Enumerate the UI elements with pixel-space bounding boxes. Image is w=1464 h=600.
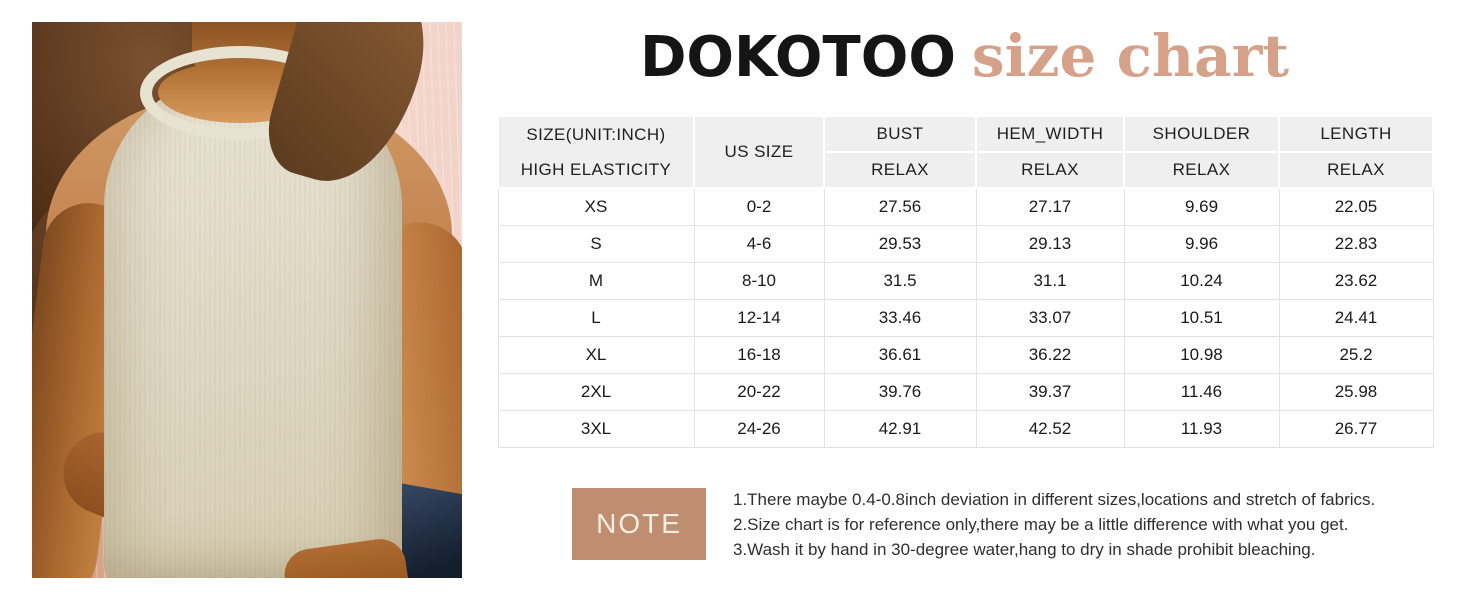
shoulder-cell: 11.93 <box>1123 410 1280 448</box>
shoulder-cell: 9.96 <box>1123 225 1280 263</box>
note-label: NOTE <box>596 508 682 539</box>
length-cell: 26.77 <box>1278 410 1434 448</box>
product-photo <box>32 22 462 578</box>
hem-width-header: HEM_WIDTH <box>975 115 1125 153</box>
shoulder-header: SHOULDER <box>1123 115 1280 153</box>
header-row-2: RELAX RELAX RELAX RELAX <box>498 151 1434 189</box>
bust-cell: 42.91 <box>823 410 977 448</box>
shoulder-cell: 9.69 <box>1123 187 1280 226</box>
shoulder-cell: 10.24 <box>1123 262 1280 300</box>
shoulder-cell: 11.46 <box>1123 373 1280 411</box>
us-size-cell: 24-26 <box>693 410 825 448</box>
shoulder-cell: 10.51 <box>1123 299 1280 337</box>
brand-name: DOKOTOO <box>639 25 956 90</box>
us-size-cell: 8-10 <box>693 262 825 300</box>
size-unit-header: SIZE(UNIT:INCH) HIGH ELASTICITY <box>497 115 695 189</box>
length-cell: 22.83 <box>1278 225 1434 263</box>
hem-width-cell: 29.13 <box>975 225 1125 263</box>
header-row-1: SIZE(UNIT:INCH) HIGH ELASTICITY US SIZE … <box>497 115 1434 189</box>
table-row: 2XL 20-22 39.76 39.37 11.46 25.98 <box>497 373 1434 411</box>
hem-relax-header: RELAX <box>975 151 1125 189</box>
bust-relax-header: RELAX <box>823 151 977 189</box>
table-row: XL 16-18 36.61 36.22 10.98 25.2 <box>497 336 1434 374</box>
page-title: DOKOTOO size chart <box>497 22 1432 90</box>
size-unit-line2: HIGH ELASTICITY <box>520 160 672 179</box>
length-relax-header: RELAX <box>1278 151 1434 189</box>
table-row: S 4-6 29.53 29.13 9.96 22.83 <box>497 225 1434 263</box>
length-cell: 24.41 <box>1278 299 1434 337</box>
us-size-header: US SIZE <box>693 115 825 189</box>
hem-width-cell: 42.52 <box>975 410 1125 448</box>
hem-width-cell: 27.17 <box>975 187 1125 226</box>
us-size-cell: 0-2 <box>693 187 825 226</box>
note-line-3: 3.Wash it by hand in 30-degree water,han… <box>733 540 1316 559</box>
us-size-cell: 4-6 <box>693 225 825 263</box>
shoulder-relax-header: RELAX <box>1123 151 1280 189</box>
us-size-cell: 12-14 <box>693 299 825 337</box>
size-cell: M <box>497 262 695 300</box>
bust-header: BUST <box>823 115 977 153</box>
note-line-1: 1.There maybe 0.4-0.8inch deviation in d… <box>733 490 1376 509</box>
bust-cell: 27.56 <box>823 187 977 226</box>
note-line-2: 2.Size chart is for reference only,there… <box>733 515 1349 534</box>
bust-cell: 29.53 <box>823 225 977 263</box>
size-unit-line1: SIZE(UNIT:INCH) <box>526 125 666 144</box>
us-size-cell: 20-22 <box>693 373 825 411</box>
size-chart-table: SIZE(UNIT:INCH) HIGH ELASTICITY US SIZE … <box>497 115 1434 448</box>
length-cell: 25.2 <box>1278 336 1434 374</box>
bust-cell: 33.46 <box>823 299 977 337</box>
length-cell: 25.98 <box>1278 373 1434 411</box>
note-text: 1.There maybe 0.4-0.8inch deviation in d… <box>733 487 1393 562</box>
bust-cell: 36.61 <box>823 336 977 374</box>
us-size-cell: 16-18 <box>693 336 825 374</box>
hem-width-cell: 31.1 <box>975 262 1125 300</box>
table-row: L 12-14 33.46 33.07 10.51 24.41 <box>497 299 1434 337</box>
table-row: 3XL 24-26 42.91 42.52 11.93 26.77 <box>497 410 1434 448</box>
table-row: XS 0-2 27.56 27.17 9.69 22.05 <box>497 187 1434 226</box>
size-cell: XL <box>497 336 695 374</box>
size-cell: S <box>497 225 695 263</box>
length-cell: 22.05 <box>1278 187 1434 226</box>
hem-width-cell: 36.22 <box>975 336 1125 374</box>
table-row: M 8-10 31.5 31.1 10.24 23.62 <box>497 262 1434 300</box>
length-header: LENGTH <box>1278 115 1434 153</box>
hem-width-cell: 33.07 <box>975 299 1125 337</box>
shoulder-cell: 10.98 <box>1123 336 1280 374</box>
bust-cell: 39.76 <box>823 373 977 411</box>
title-suffix: size chart <box>971 22 1290 90</box>
size-cell: 3XL <box>497 410 695 448</box>
hem-width-cell: 39.37 <box>975 373 1125 411</box>
size-cell: XS <box>497 187 695 226</box>
bust-cell: 31.5 <box>823 262 977 300</box>
size-cell: 2XL <box>497 373 695 411</box>
size-cell: L <box>497 299 695 337</box>
length-cell: 23.62 <box>1278 262 1434 300</box>
note-badge: NOTE <box>572 488 706 560</box>
